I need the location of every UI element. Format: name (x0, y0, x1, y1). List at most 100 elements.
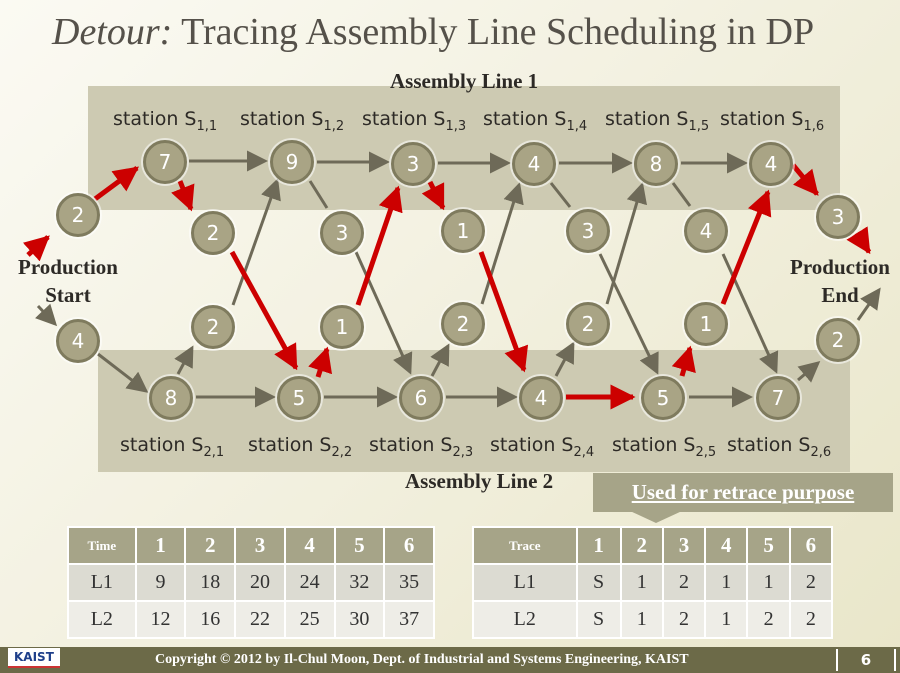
table-cell: 1 (619, 600, 664, 639)
arrow-t21-3-to-s14 (480, 182, 524, 305)
node-s1-6: 4 (749, 142, 793, 186)
arrow-s15-down (671, 182, 692, 207)
red-arrow-s25-to-t21-5 (671, 345, 696, 377)
trace-table-header-cell: 4 (704, 526, 749, 565)
time-table-header-cell: 3 (234, 526, 286, 565)
table-cell: 1 (704, 563, 749, 602)
station-label-2-1: station S2,1 (120, 434, 225, 460)
arrow-t12-2-to-s23 (354, 251, 413, 375)
node-s2-5: 5 (641, 376, 685, 420)
table-cell: L1 (472, 563, 578, 602)
trace-table-header-cell: Trace (472, 526, 578, 565)
trace-table-header-cell: 5 (746, 526, 791, 565)
station-label-1-3: station S1,3 (362, 108, 467, 134)
station-label-1-1: station S1,1 (113, 108, 218, 134)
time-table-header-cell: 4 (283, 526, 336, 565)
station-label-2-4: station S2,4 (490, 434, 595, 460)
red-arrow-s16-to-exit1 (791, 163, 819, 196)
retrace-callout: Used for retrace purpose (593, 473, 893, 512)
kaist-logo: KAIST (8, 648, 60, 668)
trace-table-row-l2: L2 S 1 2 1 2 2 (472, 600, 834, 639)
title-italic: Detour: (52, 11, 173, 53)
table-cell: 2 (788, 563, 834, 602)
red-arrow-s13-to-t12-3 (421, 180, 446, 211)
table-cell: 35 (383, 563, 435, 602)
arrow-entry2-to-s21 (97, 352, 149, 393)
slide-title: Detour: Tracing Assembly Line Scheduling… (52, 10, 814, 54)
node-transfer-1to2-2: 3 (320, 211, 364, 255)
node-transfer-2to1-2: 1 (320, 305, 364, 349)
red-arrow-start-to-entry1 (22, 235, 50, 262)
node-s1-2: 9 (270, 140, 314, 184)
time-table-header-cell: 2 (184, 526, 237, 565)
node-transfer-2to1-3: 2 (441, 302, 485, 346)
trace-table-row-l1: L1 S 1 2 1 1 2 (472, 563, 834, 602)
station-label-1-5: station S1,5 (605, 108, 710, 134)
assembly-line-1-label: Assembly Line 1 (390, 69, 539, 93)
table-cell: 22 (234, 600, 286, 639)
table-cell: 2 (746, 600, 791, 639)
arrow-t21-4-to-s15 (605, 182, 647, 305)
table-cell: 2 (661, 563, 707, 602)
trace-table-header-cell: 1 (575, 526, 622, 565)
node-s1-4: 4 (512, 142, 556, 186)
time-table-row-l1: L1 9 18 20 24 32 35 (67, 563, 435, 602)
arrow-s26-to-exit2 (797, 361, 821, 383)
node-s1-3: 3 (391, 142, 435, 186)
node-s2-1: 8 (149, 376, 193, 420)
red-arrow-exit1-to-end (846, 226, 872, 255)
station-label-1-6: station S1,6 (720, 108, 825, 134)
table-cell: L2 (67, 600, 137, 639)
node-s1-5: 8 (634, 142, 678, 186)
arrow-start-to-entry2 (35, 303, 58, 327)
table-cell: L1 (67, 563, 137, 602)
arrow-s12-down (308, 180, 329, 209)
node-transfer-2to1-1: 2 (191, 305, 235, 349)
table-cell: 9 (134, 563, 187, 602)
table-cell: L2 (472, 600, 578, 639)
station-label-2-2: station S2,2 (248, 434, 353, 460)
copyright-text: Copyright © 2012 by Il-Chul Moon, Dept. … (155, 652, 689, 667)
table-cell: 32 (333, 563, 386, 602)
arrow-t12-5-to-s26 (721, 253, 779, 374)
assembly-line-1-band (88, 86, 840, 210)
time-table: Time 1 2 3 4 5 6 L1 9 18 20 24 32 35 L2 … (67, 526, 435, 639)
table-cell: 24 (283, 563, 336, 602)
node-exit-line1: 3 (816, 195, 860, 239)
red-arrow-t21-5-to-s16 (720, 189, 772, 305)
time-table-header-cell: Time (67, 526, 137, 565)
red-arrow-t21-2-to-s13 (355, 185, 403, 306)
table-cell: 12 (134, 600, 187, 639)
trace-table-header-cell: 2 (619, 526, 664, 565)
table-cell: 2 (661, 600, 707, 639)
trace-table-header: Trace 1 2 3 4 5 6 (472, 526, 834, 565)
trace-table-header-cell: 6 (788, 526, 834, 565)
station-label-2-5: station S2,5 (612, 434, 717, 460)
time-table-header-cell: 5 (333, 526, 386, 565)
station-label-2-3: station S2,3 (369, 434, 474, 460)
page-number: 6 (836, 649, 896, 671)
station-label-1-4: station S1,4 (483, 108, 588, 134)
trace-table-header-cell: 3 (661, 526, 707, 565)
arrow-s23-up (430, 343, 450, 377)
node-s2-3: 6 (399, 376, 443, 420)
node-transfer-2to1-4: 2 (566, 302, 610, 346)
trace-table: Trace 1 2 3 4 5 6 L1 S 1 2 1 1 2 L2 S 1 … (472, 526, 834, 639)
station-label-1-2: station S1,2 (240, 108, 345, 134)
table-cell: 20 (234, 563, 286, 602)
table-cell: S (575, 600, 622, 639)
node-transfer-1to2-4: 3 (566, 209, 610, 253)
arrow-t21-1-to-s12 (231, 178, 281, 306)
time-table-header: Time 1 2 3 4 5 6 (67, 526, 435, 565)
red-arrow-s22-to-t21-2 (308, 346, 333, 378)
table-cell: 1 (704, 600, 749, 639)
title-rest: Tracing Assembly Line Scheduling in DP (181, 11, 815, 53)
table-cell: S (575, 563, 622, 602)
arrow-s21-up (174, 345, 194, 375)
arrow-s14-down (549, 182, 572, 208)
table-cell: 1 (746, 563, 791, 602)
table-cell: 30 (333, 600, 386, 639)
node-entry-line2: 4 (56, 319, 100, 363)
table-cell: 2 (788, 600, 834, 639)
node-transfer-1to2-5: 4 (684, 209, 728, 253)
